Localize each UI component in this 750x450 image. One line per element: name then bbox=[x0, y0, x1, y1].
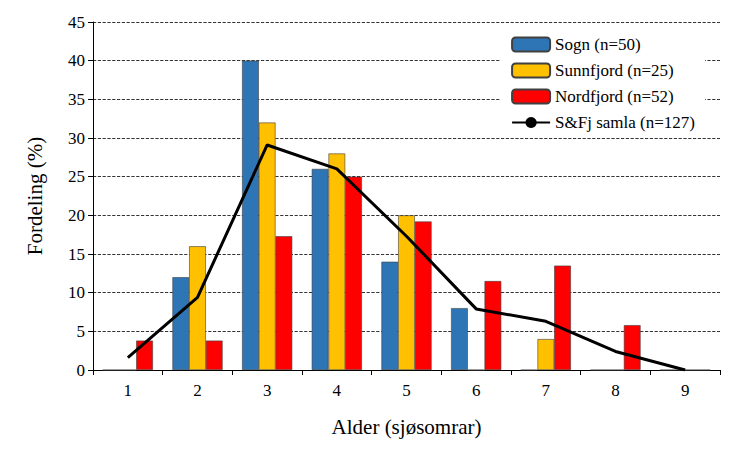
svg-text:15: 15 bbox=[68, 245, 85, 264]
svg-text:9: 9 bbox=[681, 381, 690, 400]
svg-text:5: 5 bbox=[402, 381, 411, 400]
svg-text:Fordeling (%): Fordeling (%) bbox=[23, 137, 47, 255]
svg-text:Sogn (n=50): Sogn (n=50) bbox=[555, 35, 641, 54]
svg-text:25: 25 bbox=[68, 167, 85, 186]
svg-text:2: 2 bbox=[193, 381, 202, 400]
svg-text:4: 4 bbox=[333, 381, 342, 400]
svg-text:40: 40 bbox=[68, 51, 85, 70]
svg-text:35: 35 bbox=[68, 90, 85, 109]
svg-text:S&Fj samla (n=127): S&Fj samla (n=127) bbox=[555, 113, 695, 132]
svg-text:45: 45 bbox=[68, 13, 85, 32]
svg-text:Nordfjord (n=52): Nordfjord (n=52) bbox=[555, 87, 674, 106]
svg-text:20: 20 bbox=[68, 206, 85, 225]
svg-text:6: 6 bbox=[472, 381, 481, 400]
svg-text:8: 8 bbox=[611, 381, 620, 400]
svg-text:7: 7 bbox=[542, 381, 551, 400]
svg-text:Alder (sjøsomrar): Alder (sjøsomrar) bbox=[332, 415, 482, 439]
svg-text:30: 30 bbox=[68, 129, 85, 148]
svg-text:10: 10 bbox=[68, 283, 85, 302]
svg-text:0: 0 bbox=[77, 361, 86, 380]
svg-text:1: 1 bbox=[124, 381, 133, 400]
svg-text:Sunnfjord (n=25): Sunnfjord (n=25) bbox=[555, 61, 674, 80]
svg-text:3: 3 bbox=[263, 381, 272, 400]
svg-text:5: 5 bbox=[77, 322, 86, 341]
